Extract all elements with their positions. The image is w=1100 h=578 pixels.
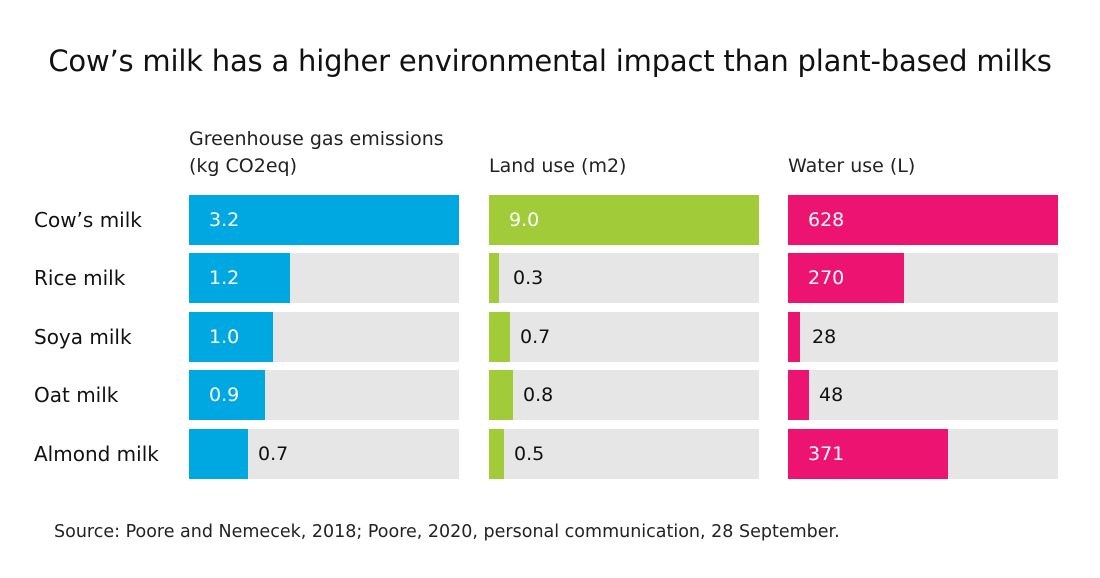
bar <box>788 253 904 303</box>
data-label: 0.3 <box>513 267 544 289</box>
data-label: 9.0 <box>509 209 540 231</box>
bar-track: 3.2 <box>189 195 459 245</box>
row-label: Rice milk <box>34 266 126 290</box>
data-label: 0.8 <box>523 384 554 406</box>
bar-track: 0.3 <box>489 253 759 303</box>
bar <box>489 253 499 303</box>
bar <box>489 195 759 245</box>
bar-track: 48 <box>788 370 1058 420</box>
bar-track: 0.8 <box>489 370 759 420</box>
row-label: Oat milk <box>34 383 119 407</box>
panel-header: Land use (m2) <box>489 153 626 180</box>
bar <box>788 312 800 362</box>
bar-track: 28 <box>788 312 1058 362</box>
panel-header-line: (kg CO2eq) <box>189 155 297 177</box>
chart-title: Cow’s milk has a higher environmental im… <box>48 44 1052 78</box>
bar-track: 0.5 <box>489 429 759 479</box>
panel-header: Greenhouse gas emissions (kg CO2eq) <box>189 126 444 180</box>
bar-track: 9.0 <box>489 195 759 245</box>
row-label: Cow’s milk <box>34 208 142 232</box>
bar <box>489 312 510 362</box>
data-label: 0.7 <box>520 326 551 348</box>
bar <box>189 370 265 420</box>
data-label: 48 <box>819 384 844 406</box>
bar <box>489 370 513 420</box>
bar-track: 1.0 <box>189 312 459 362</box>
data-label: 628 <box>808 209 845 231</box>
bar <box>788 429 948 479</box>
panel-header-line: Land use (m2) <box>489 155 627 177</box>
data-label: 371 <box>808 443 845 465</box>
bar-track: 1.2 <box>189 253 459 303</box>
data-label: 28 <box>812 326 837 348</box>
bar-track: 0.7 <box>189 429 459 479</box>
row-label: Almond milk <box>34 442 159 466</box>
data-label: 1.2 <box>209 267 240 289</box>
bar <box>189 429 248 479</box>
panel-header-line: Greenhouse gas emissions <box>189 128 444 150</box>
panel-header: Water use (L) <box>788 153 915 180</box>
bar <box>189 195 459 245</box>
source-note: Source: Poore and Nemecek, 2018; Poore, … <box>54 522 840 542</box>
bar <box>489 429 504 479</box>
data-label: 3.2 <box>209 209 240 231</box>
data-label: 1.0 <box>209 326 240 348</box>
bar <box>189 312 273 362</box>
data-label: 0.5 <box>514 443 545 465</box>
bar <box>788 195 1058 245</box>
bar <box>788 370 809 420</box>
data-label: 0.7 <box>258 443 289 465</box>
bar-track: 0.9 <box>189 370 459 420</box>
data-label: 270 <box>808 267 845 289</box>
bar-track: 0.7 <box>489 312 759 362</box>
bar-track: 270 <box>788 253 1058 303</box>
row-label: Soya milk <box>34 325 132 349</box>
bar <box>189 253 290 303</box>
panel-header-line: Water use (L) <box>788 155 916 177</box>
bar-track: 628 <box>788 195 1058 245</box>
data-label: 0.9 <box>209 384 240 406</box>
bar-track: 371 <box>788 429 1058 479</box>
